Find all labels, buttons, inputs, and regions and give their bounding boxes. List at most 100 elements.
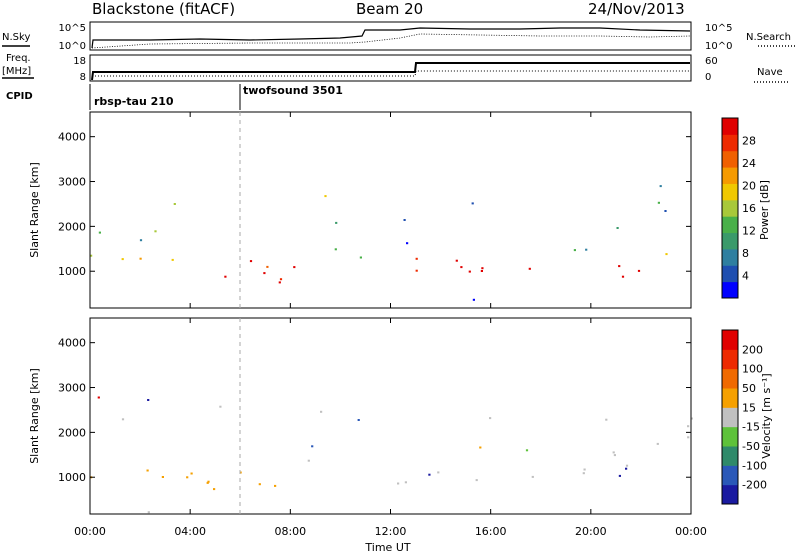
range-gate-cell xyxy=(455,259,458,262)
range-gate-cell xyxy=(437,471,440,474)
range-gate-cell xyxy=(479,446,482,449)
range-gate-cell xyxy=(207,480,210,483)
y-tick-label: 4000 xyxy=(58,131,86,144)
cpid-segment-2: twofsound 3501 xyxy=(243,84,343,97)
range-gate-cell xyxy=(278,281,281,284)
cpid-segment-1: rbsp-tau 210 xyxy=(94,95,174,108)
range-gate-cell xyxy=(605,418,608,421)
freq-tick-left-top: 18 xyxy=(73,56,86,67)
range-gate-cell xyxy=(121,258,124,261)
y-tick-label: 2000 xyxy=(58,426,86,439)
range-gate-cell xyxy=(460,266,463,269)
range-gate-cell xyxy=(612,451,615,454)
y-tick-label: 2000 xyxy=(58,220,86,233)
range-gate-cell xyxy=(665,253,668,256)
range-gate-cell xyxy=(428,473,431,476)
freq-label-line2: [MHz] xyxy=(2,66,31,77)
range-gate-cell xyxy=(258,483,261,486)
range-gate-cell xyxy=(90,254,93,257)
range-gate-cell xyxy=(582,472,585,475)
colorbar-swatch xyxy=(722,484,738,505)
time-tick-label: 20:00 xyxy=(575,525,607,538)
range-gate-cell xyxy=(206,481,209,484)
range-gate-cell xyxy=(687,436,690,439)
range-gate-cell xyxy=(415,269,418,272)
colorbar-swatch xyxy=(722,407,738,428)
range-gate-cell xyxy=(403,219,406,221)
colorbar-swatch xyxy=(722,281,738,299)
freq-tick-right-top: 60 xyxy=(705,56,718,67)
range-gate-cell xyxy=(311,445,314,448)
nsky-label: N.Sky xyxy=(2,32,30,43)
colorbar-tick-label: 50 xyxy=(742,382,756,395)
colorbar-frame xyxy=(721,117,739,299)
range-gate-cell xyxy=(263,272,266,275)
range-gate-cell xyxy=(147,399,150,401)
range-gate-cell xyxy=(357,419,360,421)
colorbar-swatch xyxy=(722,465,738,486)
y-tick-label: 3000 xyxy=(58,382,86,395)
range-gate-cell xyxy=(687,425,690,428)
colorbar-tick-label: 8 xyxy=(742,247,749,260)
range-gate-cell xyxy=(249,260,253,263)
colorbar-tick-label: -200 xyxy=(742,479,767,492)
nsearch-trace xyxy=(91,33,691,49)
colorbar-swatch xyxy=(722,183,738,201)
colorbar-swatch xyxy=(722,232,738,250)
range-gate-cell xyxy=(618,265,621,268)
range-gate-cell xyxy=(637,269,641,272)
range-gate-cell xyxy=(98,231,101,234)
colorbar-tick-label: -50 xyxy=(742,440,760,453)
colorbar-tick-label: 100 xyxy=(742,363,763,376)
range-gate-cell xyxy=(468,270,471,273)
time-tick-label: 00:00 xyxy=(675,525,707,538)
beam-title: Beam 20 xyxy=(356,0,423,18)
range-gate-cell xyxy=(139,257,142,260)
range-gate-cell xyxy=(690,417,693,420)
time-tick-label: 16:00 xyxy=(475,525,507,538)
colorbar-swatch xyxy=(722,134,738,152)
power-y-axis: 1000 2000 3000 4000 xyxy=(58,131,691,278)
range-gate-cell xyxy=(190,472,193,475)
range-gate-cell xyxy=(625,467,628,470)
y-tick-label: 4000 xyxy=(58,337,86,350)
station-title: Blackstone (fitACF) xyxy=(92,0,235,18)
range-gate-cell xyxy=(334,248,337,251)
colorbar-swatch xyxy=(722,426,738,447)
range-gate-cell xyxy=(656,442,659,445)
colorbar-swatch xyxy=(722,446,738,466)
date-title: 24/Nov/2013 xyxy=(588,0,685,18)
cpid-label: CPID xyxy=(6,91,33,102)
range-gate-cell xyxy=(146,469,149,472)
range-gate-cell xyxy=(359,256,362,259)
noise-tick-right-top: 10^5 xyxy=(705,23,732,34)
time-tick-label: 00:00 xyxy=(74,525,106,538)
colorbar-tick-label: 16 xyxy=(742,202,756,215)
colorbar-swatch xyxy=(722,216,738,234)
range-gate-cell xyxy=(154,230,157,233)
range-gate-cell xyxy=(307,459,310,462)
range-gate-cell xyxy=(239,471,242,474)
range-gate-cell xyxy=(531,475,534,478)
range-gate-cell xyxy=(657,201,660,204)
colorbar-swatch xyxy=(722,167,738,184)
range-gate-cell xyxy=(213,488,216,491)
range-gate-cell xyxy=(415,257,418,260)
velocity-ylabel: Slant Range [km] xyxy=(28,368,41,464)
time-tick-label: 12:00 xyxy=(375,525,407,538)
colorbar-tick-label: 4 xyxy=(742,270,749,283)
y-tick-label: 1000 xyxy=(58,265,86,278)
range-gate-cell xyxy=(404,481,407,484)
range-gate-cell xyxy=(471,202,474,205)
range-gate-cell xyxy=(573,249,576,252)
noise-tick-right-bottom: 10^0 xyxy=(705,41,732,52)
range-gate-cell xyxy=(475,479,478,482)
velocity-y-axis: 1000 2000 3000 4000 xyxy=(58,337,691,484)
colorbar-swatch xyxy=(722,248,738,266)
range-gate-cell xyxy=(406,242,409,245)
range-gate-cell xyxy=(528,267,531,270)
time-axis-label: Time UT xyxy=(364,541,410,554)
range-gate-cell xyxy=(279,278,283,281)
velocity-colorbar: 200 100 50 15 -15 -50 -100 -200 xyxy=(721,329,767,505)
